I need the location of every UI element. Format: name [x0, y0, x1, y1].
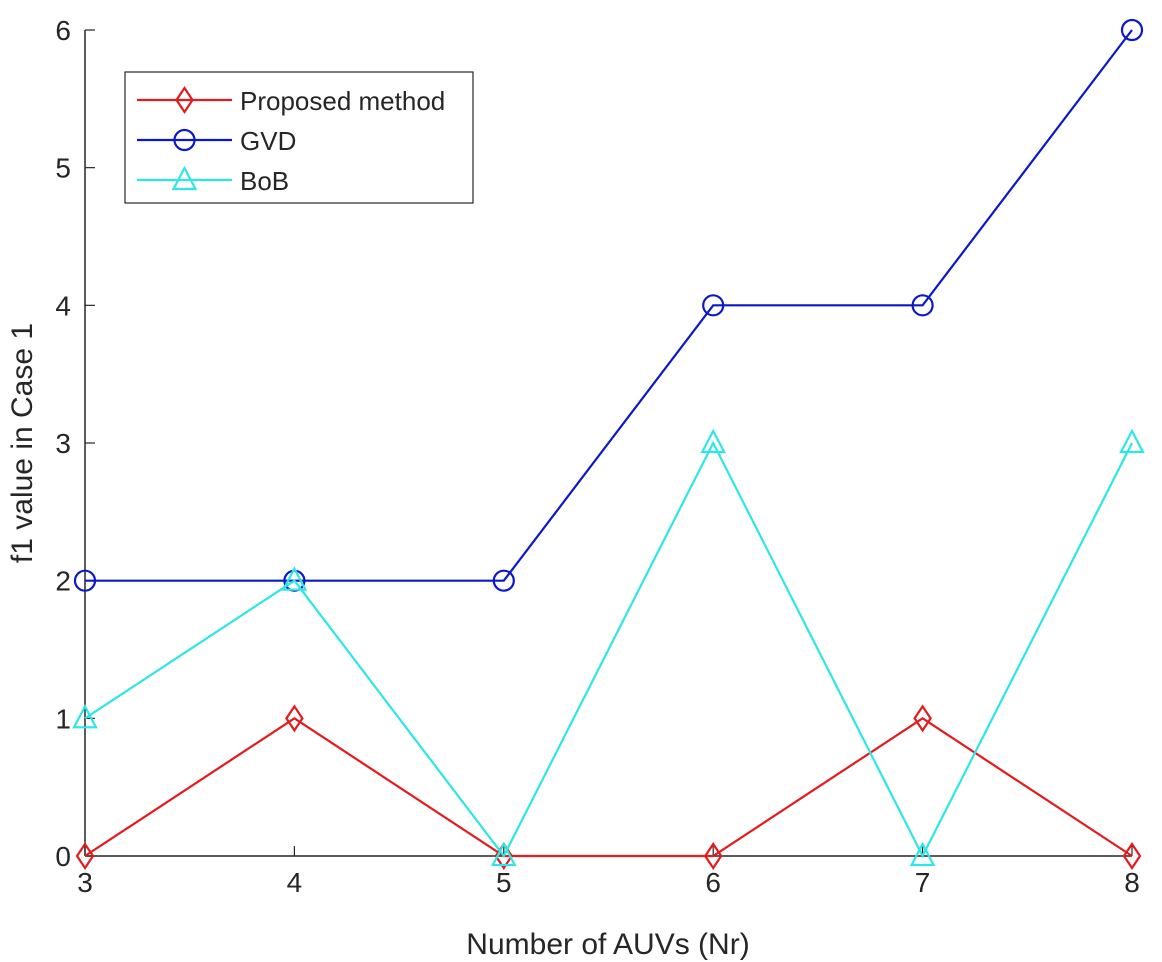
- x-tick-label: 3: [77, 867, 93, 898]
- data-point-bob: [700, 428, 727, 454]
- legend-label: GVD: [240, 126, 296, 156]
- x-tick-label: 7: [915, 867, 931, 898]
- legend-item-gvd: GVD: [137, 126, 296, 156]
- data-point-bob: [909, 841, 936, 867]
- x-tick-label: 5: [496, 867, 512, 898]
- x-axis-label: Number of AUVs (Nr): [466, 928, 749, 961]
- legend-label: Proposed method: [240, 86, 445, 116]
- legend: Proposed method GVD BoB: [124, 71, 474, 204]
- y-tick-label: 5: [55, 153, 71, 184]
- data-point-proposed-method: [1122, 842, 1142, 870]
- legend-items: Proposed method GVD BoB: [137, 86, 445, 196]
- x-tick-label: 6: [705, 867, 721, 898]
- y-tick-label: 0: [55, 841, 71, 872]
- data-point-gvd: [702, 294, 725, 317]
- y-tick-label: 2: [55, 566, 71, 597]
- data-point-proposed-method: [285, 704, 304, 733]
- y-axis-label: f1 value in Case 1: [6, 323, 39, 563]
- data-point-proposed-method: [75, 842, 95, 870]
- data-point-bob: [72, 703, 98, 729]
- data-point-bob: [281, 566, 308, 591]
- y-tick-label: 6: [55, 15, 71, 46]
- data-point-proposed-method: [703, 842, 723, 870]
- x-tick-label: 8: [1124, 867, 1140, 898]
- y-tick-label: 4: [55, 290, 71, 321]
- data-point-bob: [490, 841, 517, 867]
- plot-area: 3 4 5 6 7 8 0 1 2 3 4 5 6: [55, 15, 1145, 898]
- y-tick-label: 3: [55, 428, 71, 459]
- data-point-gvd: [492, 569, 515, 592]
- data-point-bob: [1119, 428, 1145, 454]
- data-point-gvd: [911, 294, 934, 317]
- series-line-proposed-method: [84, 717, 1133, 858]
- data-point-gvd: [73, 569, 97, 592]
- y-ticks: 0 1 2 3 4 5 6: [55, 15, 95, 872]
- y-tick-label: 1: [55, 703, 71, 734]
- legend-label: BoB: [240, 166, 289, 196]
- data-point-proposed-method: [913, 704, 932, 733]
- legend-box: [124, 71, 474, 204]
- x-ticks: 3 4 5 6 7 8: [77, 846, 1140, 898]
- series-layer: [72, 18, 1145, 870]
- series-line-gvd: [85, 29, 1133, 582]
- legend-marker-bob: [171, 165, 198, 191]
- legend-item-bob: BoB: [137, 165, 289, 196]
- x-tick-label: 4: [287, 867, 303, 898]
- series-proposed-method: [75, 704, 1142, 870]
- series-line-bob: [84, 440, 1133, 859]
- series-bob: [72, 428, 1145, 867]
- legend-item-proposed-method: Proposed method: [137, 86, 445, 116]
- legend-marker-gvd: [173, 128, 196, 152]
- data-point-gvd: [1120, 18, 1144, 42]
- legend-marker-proposed-method: [175, 86, 194, 114]
